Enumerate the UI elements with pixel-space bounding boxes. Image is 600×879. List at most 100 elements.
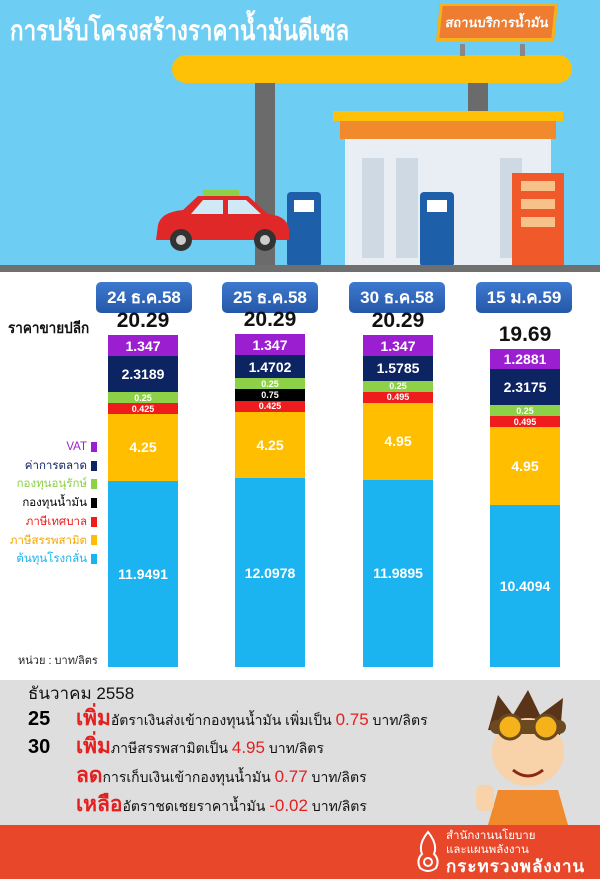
car-icon bbox=[156, 190, 289, 251]
stacked-bar: 11.9895 4.95 0.495 0.25 1.5785 1.347 bbox=[363, 0, 433, 667]
bar-segment: 4.25 bbox=[235, 411, 305, 479]
unit-label: หน่วย : บาท/ลิตร bbox=[18, 655, 98, 667]
bar-segment: 0.495 bbox=[363, 391, 433, 403]
bar-segment: 0.75 bbox=[235, 389, 305, 401]
legend-swatch bbox=[91, 516, 97, 527]
legend-swatch bbox=[91, 460, 97, 471]
note-day: 25 bbox=[28, 708, 51, 730]
segment-label: 0.25 bbox=[389, 381, 407, 392]
legend: VAT ค่าการตลาด กองทุนอนุรักษ์ กองทุนน้ำมันภ… bbox=[0, 438, 97, 569]
segment-label: 0.25 bbox=[516, 405, 534, 416]
logo-line-3: กระทรวงพลังงาน bbox=[446, 857, 586, 876]
segment-label: 1.347 bbox=[125, 337, 161, 354]
bar-segment: 11.9895 bbox=[363, 479, 433, 667]
legend-label: กองทุนน้ำมัน bbox=[22, 497, 87, 510]
fuel-pump-icon bbox=[287, 192, 321, 267]
legend-item: กองทุนน้ำมัน bbox=[0, 494, 97, 513]
segment-label: 0.425 bbox=[258, 401, 282, 412]
gas-station-illustration: การปรับโครงสร้างราคาน้ำมันดีเซล สถานบริก… bbox=[0, 0, 600, 272]
window bbox=[396, 158, 418, 258]
bar-segment: 0.425 bbox=[235, 400, 305, 412]
legend-swatch bbox=[91, 479, 97, 490]
bar-segment: 11.9491 bbox=[108, 480, 178, 667]
shop-roof bbox=[333, 111, 563, 121]
bar-segment: 1.347 bbox=[235, 334, 305, 356]
sign-post bbox=[520, 44, 525, 56]
segment-label: 4.95 bbox=[511, 458, 539, 474]
mascot-illustration bbox=[476, 690, 568, 825]
legend-label: ต้นทุนโรงกลั่น bbox=[16, 553, 87, 566]
stacked-bar: 12.0978 4.25 0.425 0.75 0.25 1.4702 1.347 bbox=[235, 0, 305, 667]
note-unit: บาท/ลิตร bbox=[307, 798, 367, 814]
bar-segment: 1.5785 bbox=[363, 356, 433, 381]
retail-price-total: 19.69 bbox=[498, 323, 552, 347]
bar-segment: 1.347 bbox=[108, 335, 178, 357]
legend-label: กองทุนอนุรักษ์ bbox=[16, 478, 87, 491]
note-text: อัตราเงินส่งเข้ากองทุนน้ำมัน เพิ่มเป็น bbox=[110, 712, 336, 728]
bar-segment: 2.3175 bbox=[490, 369, 560, 406]
note-keyword: เหลือ bbox=[76, 793, 123, 816]
legend-label: ภาษีเทศบาล bbox=[25, 515, 87, 528]
bar-segment: 0.495 bbox=[490, 416, 560, 428]
bar-segment: 0.25 bbox=[363, 380, 433, 392]
segment-label: 2.3175 bbox=[503, 379, 547, 396]
legend-item: VAT bbox=[0, 438, 97, 457]
shop-band bbox=[340, 121, 556, 139]
note-day: 30 bbox=[28, 736, 51, 758]
segment-label: 1.4702 bbox=[248, 358, 292, 375]
segment-label: 0.25 bbox=[134, 392, 152, 403]
note-line: เหลืออัตราชดเชยราคาน้ำมัน -0.02 บาท/ลิตร bbox=[76, 792, 367, 819]
legend-item: ภาษีเทศบาล bbox=[0, 513, 97, 532]
bar-segment: 10.4094 bbox=[490, 504, 560, 667]
bar-segment: 0.425 bbox=[108, 403, 178, 415]
bar-segment: 1.347 bbox=[363, 335, 433, 357]
stacked-bar: 10.4094 4.95 0.495 0.25 2.3175 1.2881 bbox=[490, 0, 560, 667]
segment-label: 0.495 bbox=[386, 392, 410, 403]
ground bbox=[0, 265, 600, 272]
legend-item: ภาษีสรรพสามิต bbox=[0, 532, 97, 551]
segment-label: 4.25 bbox=[129, 439, 157, 456]
segment-label: 0.75 bbox=[261, 390, 279, 401]
note-line: ลดการเก็บเงินเข้ากองทุนน้ำมัน 0.77 บาท/ล… bbox=[76, 763, 367, 790]
segment-label: 10.4094 bbox=[499, 577, 551, 594]
date-label: 24 ธ.ค.58 bbox=[96, 282, 192, 313]
segment-label: 0.425 bbox=[131, 403, 155, 414]
retail-price-total: 20.29 bbox=[371, 309, 425, 333]
segment-label: 11.9491 bbox=[118, 565, 168, 582]
bar-segment: 4.95 bbox=[490, 427, 560, 505]
note-value: 0.77 bbox=[274, 767, 308, 786]
date-label: 30 ธ.ค.58 bbox=[349, 282, 445, 313]
legend-label: ภาษีสรรพสามิต bbox=[9, 534, 87, 547]
page-title: การปรับโครงสร้างราคาน้ำมันดีเซล bbox=[10, 15, 350, 46]
note-text: ภาษีสรรพสามิตเป็น bbox=[110, 740, 232, 756]
segment-label: 11.9895 bbox=[373, 565, 423, 582]
note-keyword: ลด bbox=[76, 764, 103, 787]
legend-swatch bbox=[91, 535, 97, 546]
note-unit: บาท/ลิตร bbox=[368, 712, 428, 728]
retail-price-total: 20.29 bbox=[116, 309, 170, 333]
bar-segment: 12.0978 bbox=[235, 478, 305, 667]
note-value: 0.75 bbox=[335, 710, 369, 729]
price-tower bbox=[512, 173, 564, 270]
fuel-pump-icon bbox=[420, 192, 454, 267]
window bbox=[362, 158, 384, 258]
ministry-logo-text: สำนักงานนโยบาย และแผนพลังงาน กระทรวงพลัง… bbox=[446, 829, 585, 877]
notes-month: ธันวาคม 2558 bbox=[28, 684, 135, 703]
legend-swatch bbox=[91, 554, 97, 565]
bar-segment: 0.25 bbox=[108, 392, 178, 404]
segment-label: 12.0978 bbox=[244, 564, 296, 581]
bar-segment: 1.4702 bbox=[235, 355, 305, 379]
bar-segment: 0.25 bbox=[235, 378, 305, 390]
segment-label: 4.25 bbox=[256, 437, 284, 454]
note-line: เพิ่มอัตราเงินส่งเข้ากองทุนน้ำมัน เพิ่มเ… bbox=[76, 706, 428, 733]
segment-label: 1.347 bbox=[252, 336, 288, 353]
retail-price-total: 20.29 bbox=[243, 308, 297, 332]
segment-label: 1.2881 bbox=[503, 351, 547, 368]
legend-label: VAT bbox=[66, 441, 87, 453]
segment-label: 1.347 bbox=[380, 337, 416, 354]
stacked-bar: 11.9491 4.25 0.425 0.25 2.3189 1.347 bbox=[108, 0, 178, 667]
segment-label: 2.3189 bbox=[121, 366, 165, 383]
flame-logo-icon bbox=[417, 830, 439, 872]
note-unit: บาท/ลิตร bbox=[307, 769, 367, 785]
legend-item: ต้นทุนโรงกลั่น bbox=[0, 550, 97, 569]
